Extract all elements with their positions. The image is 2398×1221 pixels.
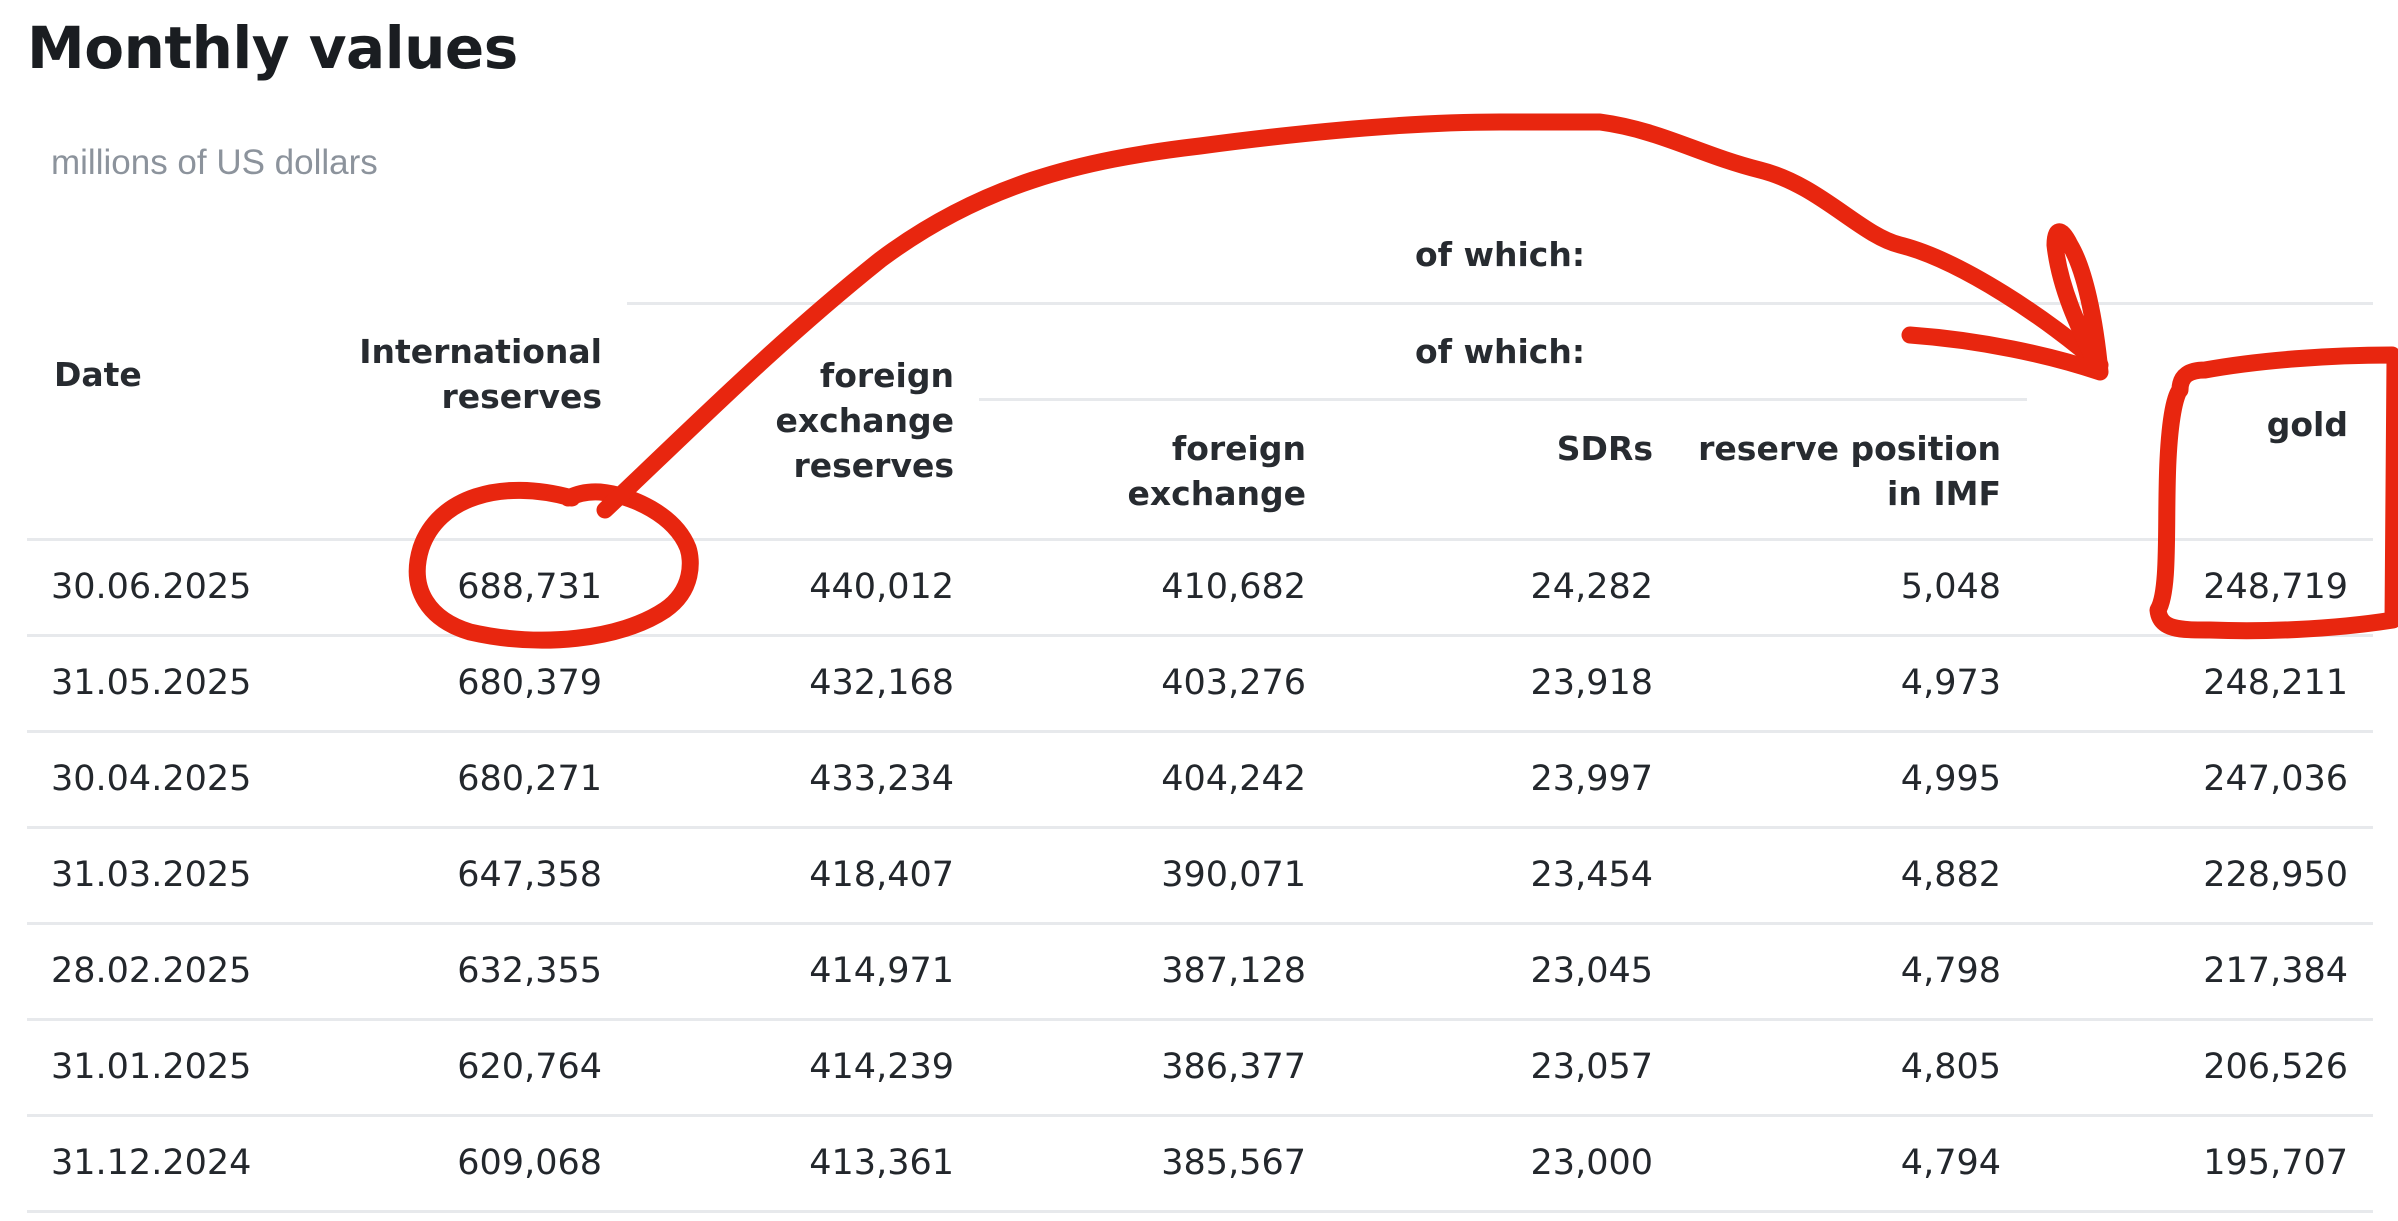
cell-foreign-exchange-reserves: 433,234 — [809, 759, 954, 799]
cell-foreign-exchange-reserves: 440,012 — [809, 567, 954, 607]
cell-date: 30.04.2025 — [51, 759, 252, 799]
cell-gold: 248,211 — [2203, 663, 2348, 703]
cell-international-reserves: 680,379 — [457, 663, 602, 703]
header-of-which-sub: of which: — [1414, 332, 1586, 371]
cell-international-reserves: 620,764 — [457, 1047, 602, 1087]
cell-reserve-position-in-imf: 4,794 — [1900, 1143, 2001, 1183]
cell-foreign-exchange: 387,128 — [1161, 951, 1306, 991]
cell-sdrs: 23,057 — [1530, 1047, 1653, 1087]
cell-foreign-exchange-reserves: 413,361 — [809, 1143, 954, 1183]
cell-gold: 206,526 — [2203, 1047, 2348, 1087]
cell-date: 28.02.2025 — [51, 951, 252, 991]
cell-date: 31.03.2025 — [51, 855, 252, 895]
header-divider-top — [627, 302, 2373, 305]
cell-reserve-position-in-imf: 4,882 — [1900, 855, 2001, 895]
cell-international-reserves: 688,731 — [457, 567, 602, 607]
header-date: Date — [54, 355, 142, 394]
header-divider-sub — [979, 398, 2027, 401]
cell-gold: 248,719 — [2203, 567, 2348, 607]
cell-gold: 228,950 — [2203, 855, 2348, 895]
cell-date: 31.12.2024 — [51, 1143, 252, 1183]
cell-international-reserves: 680,271 — [457, 759, 602, 799]
table-row: 30.04.2025 680,271 433,234 404,242 23,997 4,9… — [27, 733, 2373, 829]
header-of-which-top: of which: — [1414, 235, 1586, 274]
table-row: 31.01.2025 620,764 414,239 386,377 23,057 4,8… — [27, 1021, 2373, 1117]
cell-reserve-position-in-imf: 5,048 — [1900, 567, 2001, 607]
cell-international-reserves: 609,068 — [457, 1143, 602, 1183]
cell-foreign-exchange: 385,567 — [1161, 1143, 1306, 1183]
cell-date: 31.05.2025 — [51, 663, 252, 703]
cell-gold: 247,036 — [2203, 759, 2348, 799]
cell-reserve-position-in-imf: 4,805 — [1900, 1047, 2001, 1087]
table-row: 31.03.2025 647,358 418,407 390,071 23,454 4,8… — [27, 829, 2373, 925]
cell-foreign-exchange-reserves: 418,407 — [809, 855, 954, 895]
cell-sdrs: 23,918 — [1530, 663, 1653, 703]
header-sdrs: SDRs — [1556, 429, 1653, 468]
cell-foreign-exchange: 410,682 — [1161, 567, 1306, 607]
page-title: Monthly values — [27, 14, 518, 82]
cell-foreign-exchange-reserves: 432,168 — [809, 663, 954, 703]
cell-foreign-exchange: 386,377 — [1161, 1047, 1306, 1087]
cell-reserve-position-in-imf: 4,995 — [1900, 759, 2001, 799]
cell-foreign-exchange: 390,071 — [1161, 855, 1306, 895]
header-reserve-position-in-imf: reserve position in IMF — [1698, 429, 2001, 513]
cell-reserve-position-in-imf: 4,973 — [1900, 663, 2001, 703]
table-row: 30.06.2025 688,731 440,012 410,682 24,282 5,0… — [27, 541, 2373, 637]
cell-international-reserves: 647,358 — [457, 855, 602, 895]
cell-foreign-exchange: 404,242 — [1161, 759, 1306, 799]
header-bottom-divider — [27, 538, 2373, 541]
cell-foreign-exchange-reserves: 414,971 — [809, 951, 954, 991]
units-caption: millions of US dollars — [51, 143, 378, 182]
cell-international-reserves: 632,355 — [457, 951, 602, 991]
cell-sdrs: 24,282 — [1530, 567, 1653, 607]
table-row: 31.12.2024 609,068 413,361 385,567 23,000 4,7… — [27, 1117, 2373, 1213]
cell-date: 31.01.2025 — [51, 1047, 252, 1087]
header-foreign-exchange: foreign exchange — [1127, 429, 1307, 513]
cell-gold: 195,707 — [2203, 1143, 2348, 1183]
cell-sdrs: 23,454 — [1530, 855, 1653, 895]
cell-gold: 217,384 — [2203, 951, 2348, 991]
table-row: 28.02.2025 632,355 414,971 387,128 23,045 4,7… — [27, 925, 2373, 1021]
table-row: 31.05.2025 680,379 432,168 403,276 23,918 4,9… — [27, 637, 2373, 733]
cell-foreign-exchange: 403,276 — [1161, 663, 1306, 703]
cell-sdrs: 23,997 — [1530, 759, 1653, 799]
cell-date: 30.06.2025 — [51, 567, 252, 607]
cell-sdrs: 23,045 — [1530, 951, 1653, 991]
header-gold: gold — [2266, 405, 2348, 444]
header-international-reserves: International reserves — [359, 332, 602, 416]
cell-sdrs: 23,000 — [1530, 1143, 1653, 1183]
header-foreign-exchange-reserves: foreign exchange reserves — [775, 356, 955, 485]
cell-foreign-exchange-reserves: 414,239 — [809, 1047, 954, 1087]
cell-reserve-position-in-imf: 4,798 — [1900, 951, 2001, 991]
